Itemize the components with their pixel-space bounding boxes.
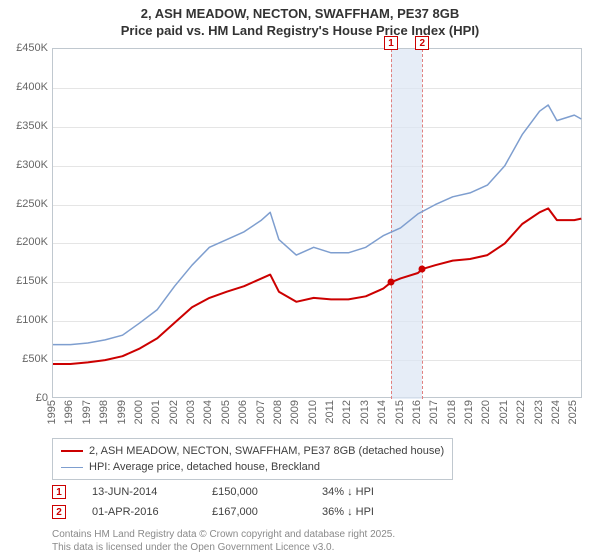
x-tick-label: 2012 (341, 400, 353, 424)
x-tick-label: 2013 (359, 400, 371, 424)
x-tick-label: 2002 (168, 400, 180, 424)
sale-marker-number: 2 (415, 36, 429, 50)
x-tick-label: 2000 (133, 400, 145, 424)
chart-title-block: 2, ASH MEADOW, NECTON, SWAFFHAM, PE37 8G… (0, 0, 600, 40)
sale-marker-number: 1 (384, 36, 398, 50)
sale-diff: 34% ↓ HPI (322, 486, 442, 498)
sale-row: 1 13-JUN-2014£150,00034% ↓ HPI (52, 482, 442, 502)
x-tick-label: 2009 (289, 400, 301, 424)
y-tick-label: £300K (2, 159, 48, 171)
sale-date: 13-JUN-2014 (92, 486, 212, 498)
legend-item: 2, ASH MEADOW, NECTON, SWAFFHAM, PE37 8G… (61, 443, 444, 459)
legend-label: HPI: Average price, detached house, Brec… (89, 461, 320, 473)
sale-price: £167,000 (212, 506, 322, 518)
sales-table: 1 13-JUN-2014£150,00034% ↓ HPI 2 01-APR-201… (52, 482, 442, 522)
series-lines (53, 49, 583, 399)
chart-zone: 12 £0£50K£100K£150K£200K£250K£300K£350K£… (52, 48, 582, 398)
sale-dot (419, 266, 426, 273)
legend-label: 2, ASH MEADOW, NECTON, SWAFFHAM, PE37 8G… (89, 445, 444, 457)
x-tick-label: 1996 (63, 400, 75, 424)
title-line-1: 2, ASH MEADOW, NECTON, SWAFFHAM, PE37 8G… (0, 6, 600, 23)
y-tick-label: £400K (2, 81, 48, 93)
x-tick-label: 2021 (498, 400, 510, 424)
x-tick-label: 1995 (46, 400, 58, 424)
legend-swatch (61, 467, 83, 468)
x-tick-label: 2023 (533, 400, 545, 424)
price-chart-page: 2, ASH MEADOW, NECTON, SWAFFHAM, PE37 8G… (0, 0, 600, 560)
x-tick-label: 2020 (480, 400, 492, 424)
sale-date: 01-APR-2016 (92, 506, 212, 518)
sale-index-box: 2 (52, 505, 66, 519)
footer-line-2: This data is licensed under the Open Gov… (52, 541, 395, 554)
y-tick-label: £350K (2, 120, 48, 132)
sale-dot (387, 279, 394, 286)
sale-row: 2 01-APR-2016£167,00036% ↓ HPI (52, 502, 442, 522)
x-tick-label: 2015 (394, 400, 406, 424)
x-tick-label: 1999 (116, 400, 128, 424)
x-tick-label: 2022 (515, 400, 527, 424)
x-tick-label: 2007 (255, 400, 267, 424)
footer-attribution: Contains HM Land Registry data © Crown c… (52, 528, 395, 554)
title-line-2: Price paid vs. HM Land Registry's House … (0, 23, 600, 40)
x-tick-label: 2018 (446, 400, 458, 424)
y-tick-label: £0 (2, 392, 48, 404)
x-tick-label: 2011 (324, 400, 336, 424)
x-tick-label: 2001 (150, 400, 162, 424)
y-tick-label: £50K (2, 353, 48, 365)
x-tick-label: 2008 (272, 400, 284, 424)
plot-area: 12 (52, 48, 582, 398)
x-tick-label: 2005 (220, 400, 232, 424)
x-tick-label: 2017 (428, 400, 440, 424)
x-tick-label: 2004 (202, 400, 214, 424)
x-tick-label: 2014 (376, 400, 388, 424)
y-tick-label: £250K (2, 198, 48, 210)
legend-item: HPI: Average price, detached house, Brec… (61, 459, 444, 475)
y-tick-label: £100K (2, 314, 48, 326)
x-tick-label: 2025 (567, 400, 579, 424)
x-tick-label: 1998 (98, 400, 110, 424)
legend-box: 2, ASH MEADOW, NECTON, SWAFFHAM, PE37 8G… (52, 438, 453, 480)
y-tick-label: £200K (2, 236, 48, 248)
sale-diff: 36% ↓ HPI (322, 506, 442, 518)
footer-line-1: Contains HM Land Registry data © Crown c… (52, 528, 395, 541)
x-tick-label: 2006 (237, 400, 249, 424)
sale-price: £150,000 (212, 486, 322, 498)
y-tick-label: £450K (2, 42, 48, 54)
series-hpi (53, 105, 581, 345)
x-tick-label: 2019 (463, 400, 475, 424)
y-tick-label: £150K (2, 275, 48, 287)
x-tick-label: 2024 (550, 400, 562, 424)
x-tick-label: 2016 (411, 400, 423, 424)
x-tick-label: 2003 (185, 400, 197, 424)
x-tick-label: 2010 (307, 400, 319, 424)
x-tick-label: 1997 (81, 400, 93, 424)
legend-swatch (61, 450, 83, 452)
series-price_paid (53, 208, 581, 364)
sale-index-box: 1 (52, 485, 66, 499)
